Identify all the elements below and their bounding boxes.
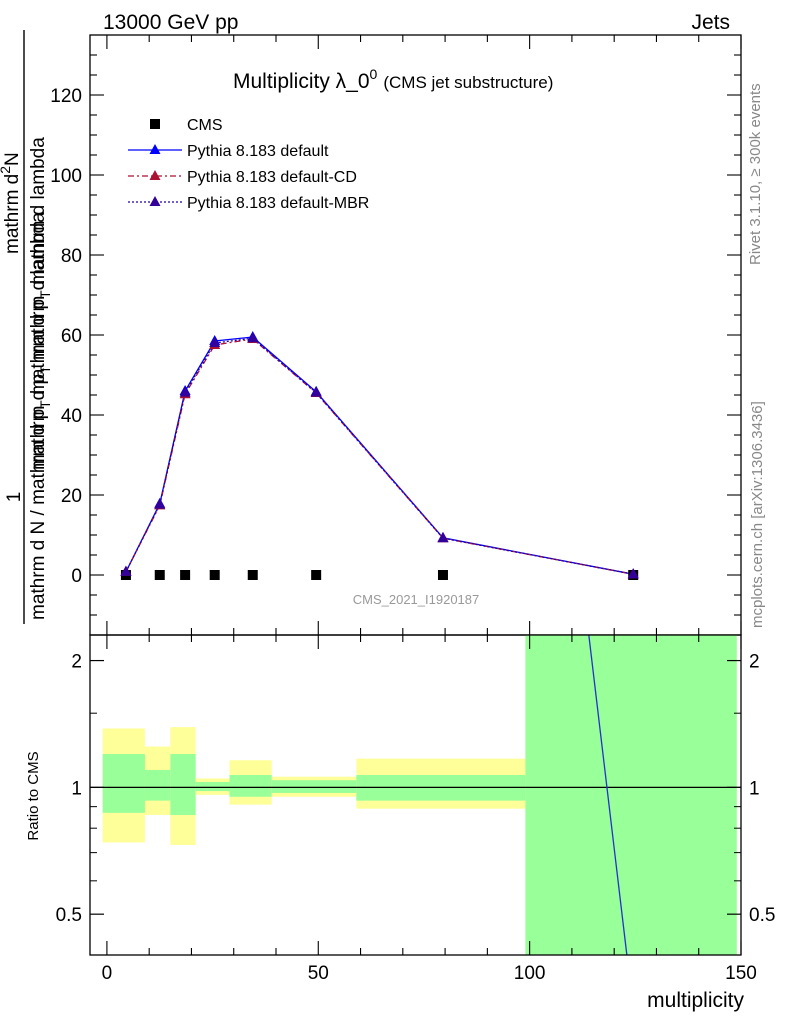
- cms-data-point: [209, 570, 220, 580]
- y-tick-label: 0: [71, 566, 82, 587]
- y-tick-label: 80: [61, 246, 82, 267]
- ratio-ytick-label: 0.5: [56, 905, 82, 926]
- cms-data-point: [437, 570, 448, 580]
- ratio-band-green: [229, 774, 272, 797]
- mc-marker-3: [627, 568, 639, 579]
- x-axis-label: multiplicity: [647, 989, 744, 1012]
- cms-data-point: [247, 570, 258, 580]
- main-ylabel: 1 mathrm d N / mathrm d pT mathrm d pT m…: [0, 30, 53, 624]
- title-sup: 0: [370, 66, 378, 82]
- legend-marker: [149, 196, 161, 206]
- ylabel-top: mathrm d2N: [0, 152, 23, 254]
- ylabel-bottom-sub: T: [37, 400, 53, 409]
- legend-label: Pythia 8.183 default-CD: [187, 169, 357, 186]
- ratio-ytick-label: 1: [749, 778, 760, 799]
- legend-marker: [149, 144, 161, 154]
- y-tick-label: 100: [50, 166, 82, 187]
- legend-label: Pythia 8.183 default: [187, 143, 329, 160]
- ylabel-bottom-b: mathrm d p: [28, 299, 49, 400]
- mcplots-label: mcplots.cern.ch [arXiv:1306.3436]: [749, 401, 766, 628]
- mc-marker-3: [179, 386, 191, 397]
- ylabel-bottom-c: mathrm d lambda: [28, 137, 49, 291]
- ratio-band-green: [525, 635, 737, 955]
- mc-line-3: [125, 337, 634, 575]
- analysis-watermark: CMS_2021_I1920187: [353, 592, 480, 607]
- x-tick-label: 50: [308, 963, 329, 984]
- ylabel-middle-a: mathrm d p: [28, 374, 49, 470]
- mc-marker-3: [247, 332, 259, 343]
- y-tick-label: 60: [61, 326, 82, 347]
- ratio-ytick-label: 2: [749, 652, 760, 673]
- legend-label: Pythia 8.183 default-MBR: [187, 195, 369, 212]
- mc-marker-3: [154, 498, 166, 509]
- ratio-ytick-label: 0.5: [749, 905, 775, 926]
- ratio-band-green: [170, 754, 196, 815]
- x-tick-label: 150: [725, 963, 757, 984]
- mc-marker-3: [437, 532, 449, 543]
- cms-data-point: [311, 570, 322, 580]
- ratio-panel: 0.5 0.5 1 1 2 2 0 50 100 150: [56, 634, 775, 984]
- cms-data-point: [180, 570, 191, 580]
- ylabel-middle-b: mathrm d lambda: [28, 212, 49, 366]
- title-main: Multiplicity λ_0: [233, 70, 370, 93]
- ratio-band-green: [144, 769, 171, 801]
- ratio-band-green: [195, 781, 230, 792]
- ylabel-bottom-a: mathrm d N / mathrm d p: [28, 409, 49, 620]
- legend-marker: [149, 170, 161, 180]
- legend: CMS Pythia 8.183 default Pythia 8.183 defa…: [128, 117, 369, 212]
- ylabel-middle: mathrm d pT mathrm d lambda: [28, 212, 53, 470]
- ylabel-bottom: mathrm d N / mathrm d pT mathrm d pT mat…: [28, 137, 53, 620]
- ylabel-top-a: mathrm d: [2, 174, 23, 254]
- legend-marker-cms: [150, 119, 160, 129]
- ylabel-bottom-sub2: T: [37, 290, 53, 299]
- ratio-mc-line: [588, 634, 628, 956]
- mc-line-2: [125, 338, 634, 575]
- ylabel-middle-sub: T: [37, 365, 53, 374]
- rivet-label: Rivet 3.1.10, ≥ 300k events: [747, 83, 764, 265]
- ratio-band-green: [102, 754, 145, 813]
- ratio-band-green: [271, 780, 357, 793]
- header-left: 13000 GeV pp: [103, 11, 238, 34]
- mc-line-1: [125, 336, 634, 575]
- ylabel-one: 1: [4, 492, 25, 503]
- ylabel-top-b: N: [2, 152, 23, 166]
- ylabel-top-sup: 2: [0, 166, 13, 174]
- x-tick-label: 0: [102, 963, 113, 984]
- legend-label-cms: CMS: [187, 117, 223, 134]
- ratio-ytick-label: 2: [71, 652, 82, 673]
- y-tick-label: 40: [61, 406, 82, 427]
- chart-title: Multiplicity λ_00 (CMS jet substructure): [233, 66, 553, 93]
- y-tick-label: 20: [61, 486, 82, 507]
- x-tick-label: 100: [514, 963, 546, 984]
- title-sub: (CMS jet substructure): [383, 73, 553, 92]
- cms-data-point: [154, 570, 165, 580]
- mc-marker-3: [310, 386, 322, 397]
- ratio-frame: [89, 634, 742, 956]
- y-tick-label: 120: [50, 86, 82, 107]
- mc-marker-3: [120, 565, 132, 576]
- mc-marker-3: [209, 337, 221, 347]
- ratio-ylabel: Ratio to CMS: [25, 751, 42, 840]
- ratio-ytick-label: 1: [71, 778, 82, 799]
- header-right: Jets: [691, 11, 730, 34]
